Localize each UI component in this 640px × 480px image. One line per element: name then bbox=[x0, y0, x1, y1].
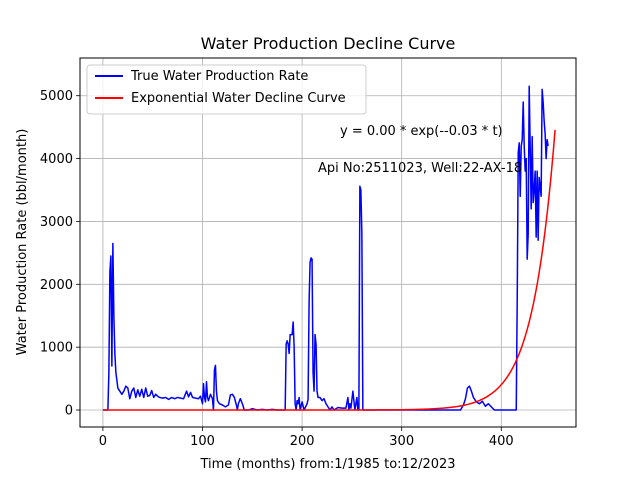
series-layer bbox=[102, 85, 556, 411]
well-annotation: Api No:2511023, Well:22-AX-18 bbox=[318, 161, 522, 176]
legend-label-true-rate: True Water Production Rate bbox=[130, 69, 308, 84]
legend-box bbox=[86, 64, 367, 115]
chart-title: Water Production Decline Curve bbox=[201, 34, 456, 53]
series-line-decline-curve bbox=[102, 129, 556, 411]
plot-frame bbox=[79, 57, 577, 428]
x-tick-label: 0 bbox=[99, 434, 107, 449]
y-tick-label: 0 bbox=[65, 404, 73, 419]
y-tick-label: 2000 bbox=[40, 278, 73, 293]
series-line-true-rate bbox=[102, 85, 549, 411]
x-axis-title: Time (months) from:1/1985 to:12/2023 bbox=[199, 457, 455, 472]
x-tick-label: 300 bbox=[389, 434, 414, 449]
x-tick-label: 200 bbox=[290, 434, 315, 449]
legend: True Water Production Rate Exponential W… bbox=[86, 64, 367, 115]
x-tick-label: 400 bbox=[489, 434, 514, 449]
x-tick-label: 100 bbox=[190, 434, 215, 449]
y-tick-label: 3000 bbox=[40, 215, 73, 230]
y-tick-label: 1000 bbox=[40, 341, 73, 356]
equation-annotation: y = 0.00 * exp(--0.03 * t) bbox=[340, 124, 503, 139]
legend-label-decline-curve: Exponential Water Decline Curve bbox=[131, 91, 346, 106]
y-tick-label: 4000 bbox=[40, 152, 73, 167]
plot-area bbox=[80, 58, 576, 427]
y-axis-title: Water Production Rate (bbl/month) bbox=[15, 129, 30, 356]
y-tick-label: 5000 bbox=[40, 89, 73, 104]
